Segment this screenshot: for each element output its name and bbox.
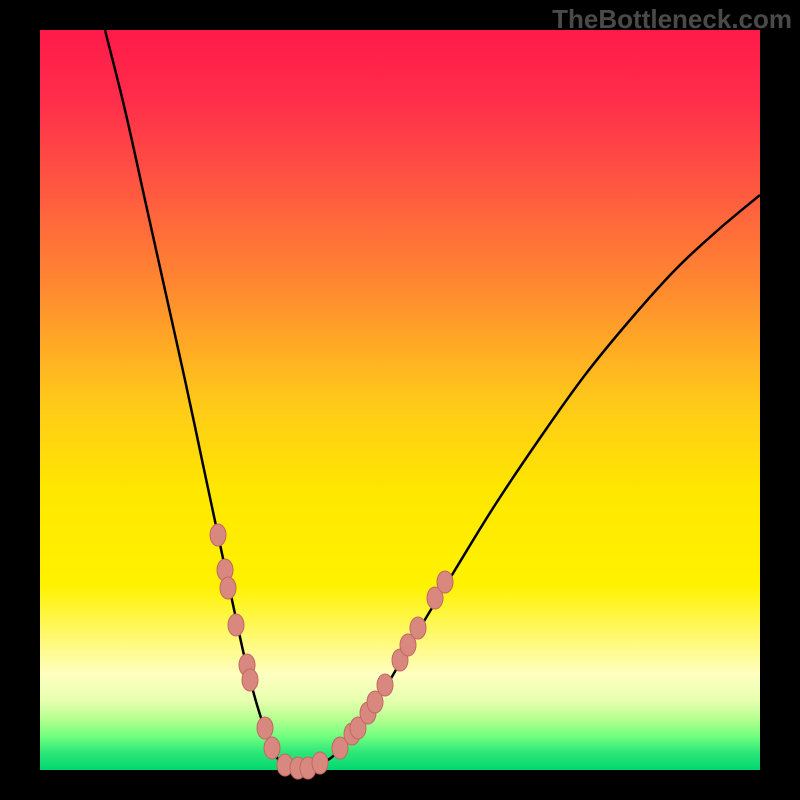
data-marker (228, 614, 244, 636)
data-marker (257, 717, 273, 739)
data-marker (242, 669, 258, 691)
chart-container: TheBottleneck.com (0, 0, 800, 800)
v-curve (105, 30, 760, 770)
data-marker (264, 737, 280, 759)
data-marker (210, 524, 226, 546)
data-marker (437, 571, 453, 593)
data-marker (312, 752, 328, 774)
data-marker (220, 577, 236, 599)
curve-overlay (0, 0, 800, 800)
watermark-text: TheBottleneck.com (552, 4, 792, 35)
data-marker (377, 674, 393, 696)
data-marker (410, 617, 426, 639)
